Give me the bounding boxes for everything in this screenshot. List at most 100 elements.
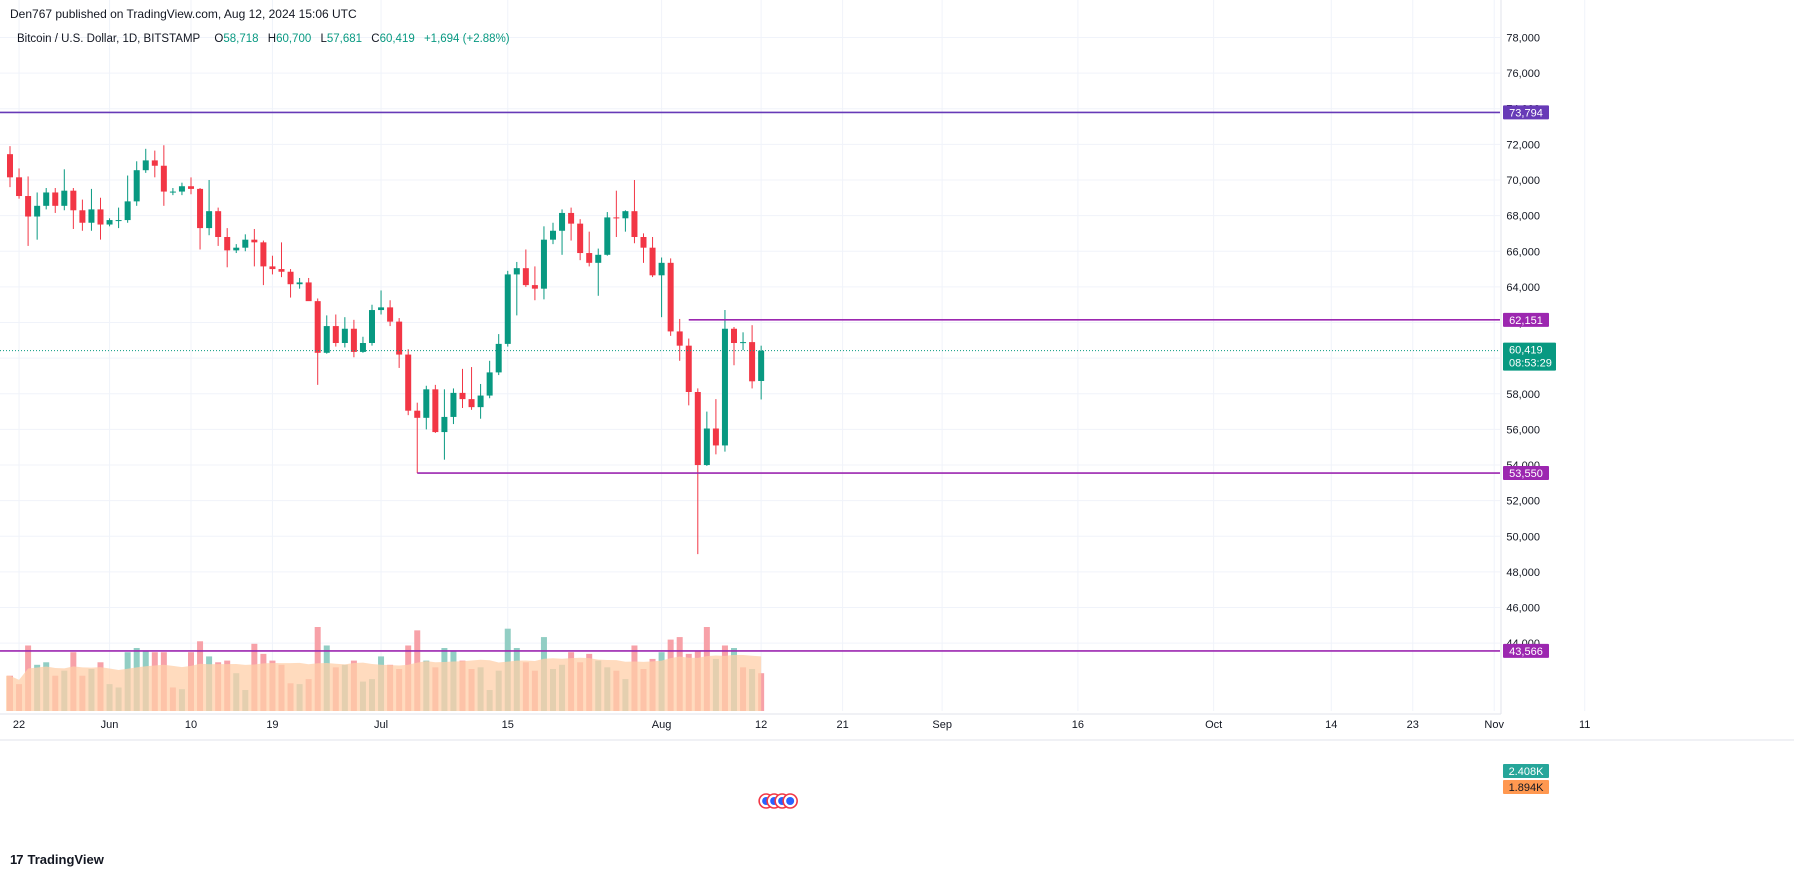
candle[interactable] — [206, 179, 213, 236]
level-price-label-box — [1503, 312, 1549, 327]
candle[interactable] — [405, 349, 412, 416]
open-label: O — [214, 33, 224, 45]
candle[interactable] — [495, 334, 502, 376]
candle[interactable] — [260, 240, 267, 286]
candle[interactable] — [233, 244, 240, 254]
candle[interactable] — [215, 207, 222, 246]
candle[interactable] — [740, 332, 747, 351]
candle[interactable] — [749, 325, 756, 389]
candle[interactable] — [550, 222, 556, 245]
candle[interactable] — [613, 190, 620, 237]
candle[interactable] — [468, 367, 475, 410]
candle[interactable] — [106, 218, 113, 227]
candle[interactable] — [197, 188, 204, 250]
candle[interactable] — [559, 209, 566, 255]
candle[interactable] — [685, 338, 692, 406]
candle[interactable] — [721, 310, 728, 452]
candle[interactable] — [79, 199, 86, 231]
candle-body — [495, 343, 502, 373]
candle[interactable] — [97, 197, 104, 240]
candle[interactable] — [667, 258, 674, 336]
candle[interactable] — [188, 177, 194, 195]
candle[interactable] — [169, 188, 176, 196]
candle-body — [233, 247, 240, 251]
candle[interactable] — [731, 326, 737, 366]
candle[interactable] — [531, 266, 538, 301]
candle[interactable] — [540, 226, 547, 300]
candle[interactable] — [160, 145, 167, 206]
candle[interactable] — [369, 304, 375, 346]
candle[interactable] — [224, 228, 231, 268]
candle[interactable] — [142, 148, 149, 173]
candle[interactable] — [305, 277, 312, 302]
candle[interactable] — [387, 300, 394, 327]
candle[interactable] — [359, 336, 366, 353]
candle[interactable] — [25, 176, 32, 246]
candle[interactable] — [423, 385, 430, 430]
candle[interactable] — [341, 317, 348, 348]
candle-body — [188, 186, 194, 189]
level-price-label: 73,794 — [1509, 107, 1543, 119]
candle[interactable] — [604, 212, 611, 256]
candle[interactable] — [649, 237, 656, 278]
candle[interactable] — [43, 188, 50, 210]
candle[interactable] — [70, 188, 77, 229]
candle[interactable] — [133, 161, 140, 206]
candle[interactable] — [414, 402, 421, 474]
candle[interactable] — [432, 384, 439, 433]
candle[interactable] — [640, 233, 647, 263]
volume-value-label: 1.894K — [1509, 782, 1545, 794]
candle[interactable] — [459, 368, 466, 409]
candle[interactable] — [178, 182, 185, 196]
candle[interactable] — [396, 318, 403, 368]
candle[interactable] — [522, 249, 529, 287]
candle[interactable] — [251, 228, 258, 267]
symbol-legend[interactable]: Bitcoin / U.S. Dollar, 1D, BITSTAMP O58,… — [17, 33, 510, 45]
candle[interactable] — [16, 168, 23, 199]
candle[interactable] — [61, 169, 68, 211]
candle[interactable] — [622, 210, 629, 232]
candle[interactable] — [441, 389, 448, 460]
candle[interactable] — [332, 314, 339, 347]
candle[interactable] — [115, 207, 122, 229]
candle[interactable] — [450, 388, 457, 425]
candle[interactable] — [34, 192, 41, 240]
candle[interactable] — [658, 257, 665, 318]
candle[interactable] — [568, 207, 575, 241]
candle[interactable] — [694, 388, 701, 555]
candle[interactable] — [278, 242, 285, 278]
event-marker-icon[interactable] — [782, 793, 798, 809]
candle[interactable] — [758, 345, 765, 400]
candle[interactable] — [151, 150, 158, 178]
candle[interactable] — [314, 298, 321, 385]
candle[interactable] — [712, 399, 719, 455]
candle[interactable] — [350, 319, 357, 358]
candle[interactable] — [577, 219, 584, 261]
candle[interactable] — [486, 360, 493, 399]
candle[interactable] — [296, 277, 303, 289]
candle[interactable] — [631, 179, 638, 244]
candle-body — [369, 310, 375, 343]
candle-body — [658, 262, 665, 276]
candle[interactable] — [323, 315, 330, 354]
candle[interactable] — [595, 248, 602, 296]
candle-body — [749, 342, 756, 382]
candle[interactable] — [477, 383, 484, 419]
candle[interactable] — [676, 318, 683, 361]
candle[interactable] — [269, 255, 276, 275]
candle[interactable] — [504, 270, 511, 347]
candle[interactable] — [586, 231, 593, 267]
candle[interactable] — [124, 175, 131, 223]
candle[interactable] — [52, 188, 59, 213]
candle[interactable] — [7, 146, 13, 188]
candle[interactable] — [513, 261, 520, 316]
candle[interactable] — [703, 411, 710, 466]
candle[interactable] — [378, 290, 385, 315]
candle-body — [350, 328, 357, 352]
tradingview-footer[interactable]: 17 TradingView — [10, 852, 104, 867]
candle[interactable] — [88, 188, 95, 231]
candle[interactable] — [287, 269, 294, 298]
x-axis-tick-label: 19 — [266, 719, 278, 731]
candle[interactable] — [242, 234, 249, 252]
